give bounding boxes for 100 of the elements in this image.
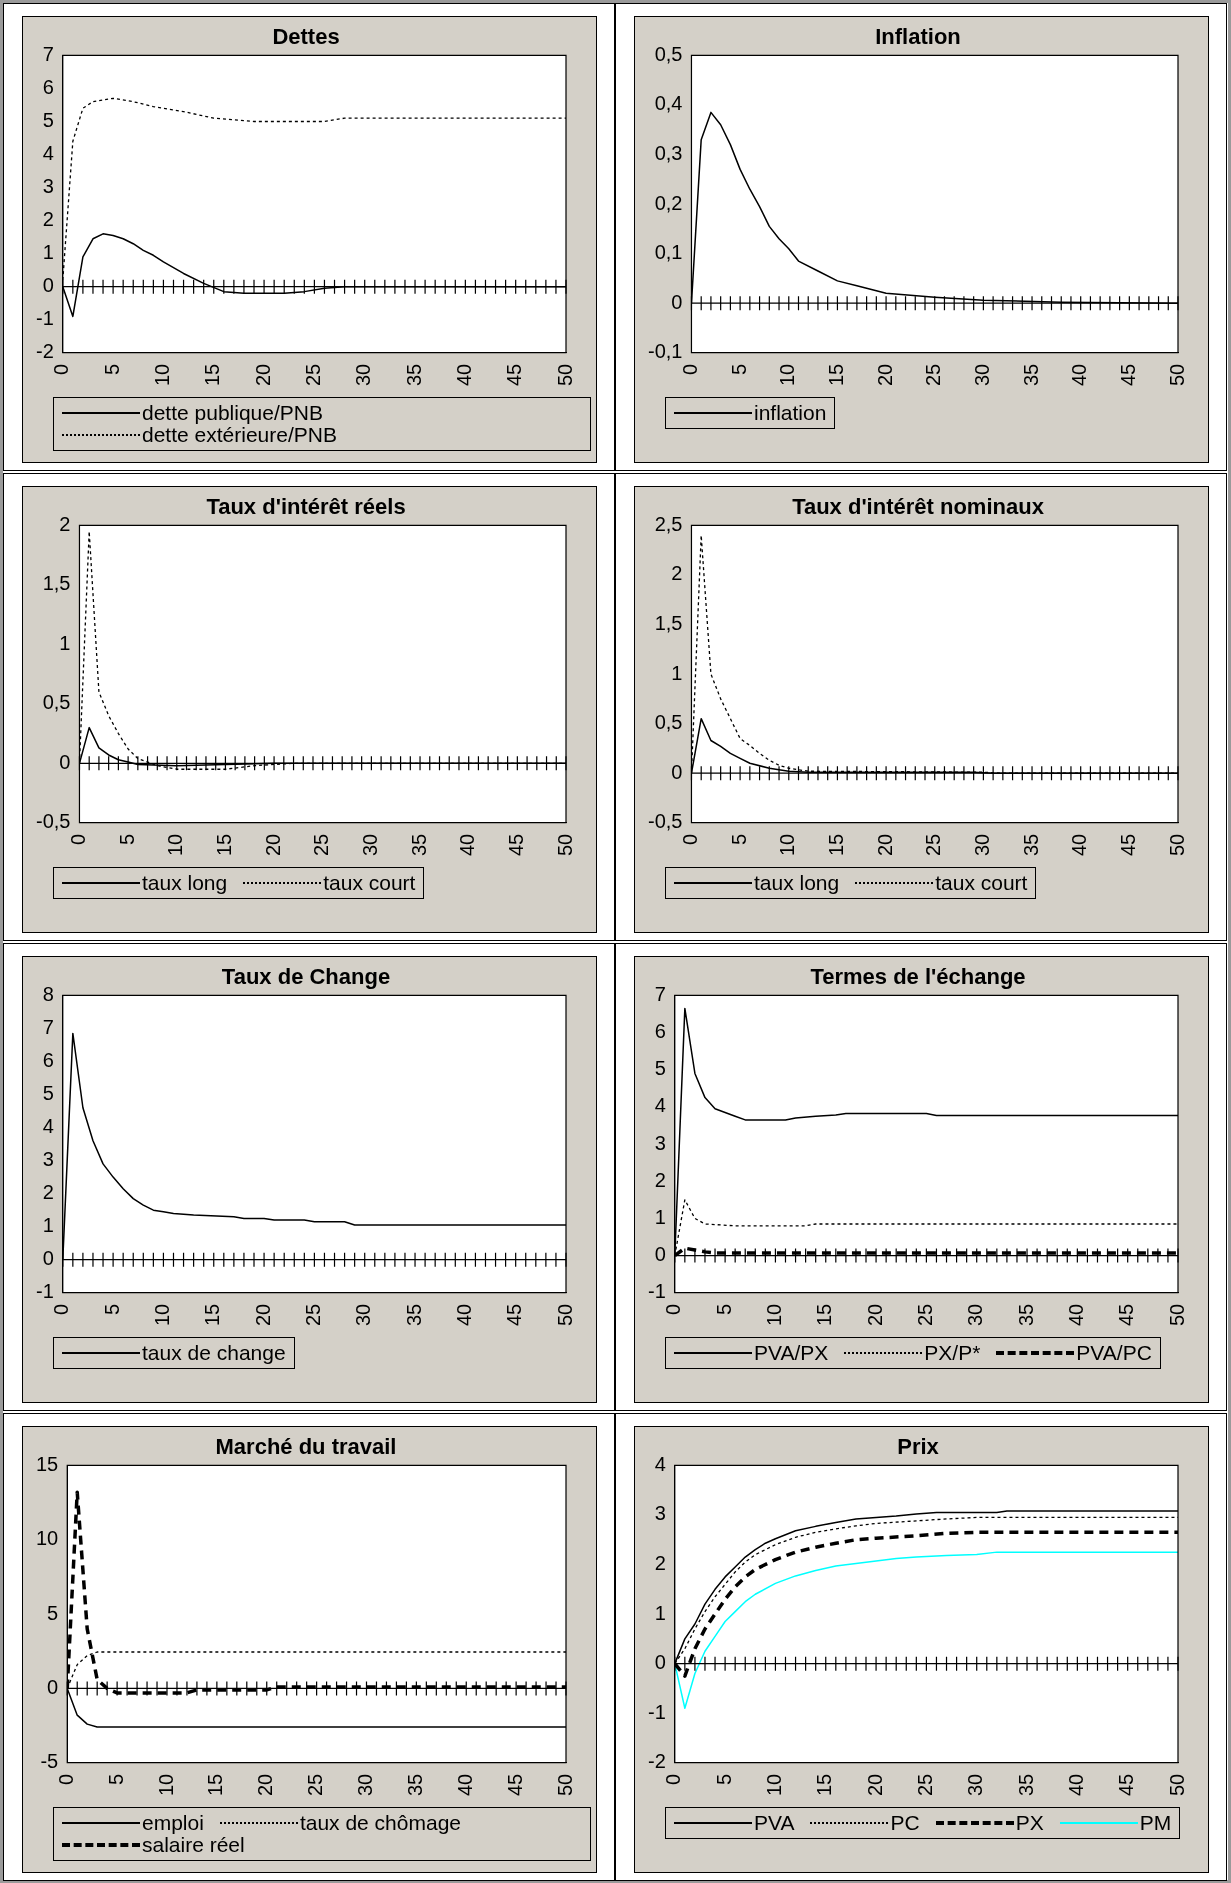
x-tick-label: 25: [913, 1773, 936, 1796]
legend-label: PC: [890, 1811, 920, 1834]
y-tick-label: 1,5: [654, 612, 683, 635]
y-tick-label: 8: [42, 982, 54, 1005]
x-tick-label: 35: [407, 833, 430, 856]
x-tick-label: 50: [1165, 1773, 1188, 1796]
y-tick-label: 2: [42, 208, 54, 231]
x-tick-label: 40: [452, 1303, 475, 1326]
y-tick-label: 6: [42, 1048, 54, 1071]
legend-label: taux court: [935, 871, 1028, 894]
x-tick-label: 50: [553, 1303, 576, 1326]
y-tick-label: 0: [654, 1243, 666, 1266]
y-tick-label: 1: [654, 1205, 666, 1228]
x-tick-label: 30: [964, 1773, 987, 1796]
legend-label: taux de change: [142, 1341, 286, 1364]
x-tick-label: 30: [352, 1303, 375, 1326]
x-tick-label: 45: [503, 363, 526, 386]
x-tick-label: 25: [301, 363, 324, 386]
x-tick-label: 35: [1014, 1773, 1037, 1796]
chart-title: Taux d'intérêt réels: [206, 494, 406, 520]
x-tick-label: 10: [762, 1303, 785, 1326]
x-tick-label: 15: [212, 833, 235, 856]
x-tick-label: 5: [712, 1773, 735, 1785]
x-tick-label: 10: [762, 1773, 785, 1796]
legend-label: taux long: [142, 871, 228, 894]
x-tick-label: 25: [922, 363, 945, 386]
x-tick-label: 45: [1115, 1303, 1138, 1326]
chart-title: Taux de Change: [221, 964, 391, 990]
x-tick-label: 20: [251, 1303, 274, 1326]
legend-label: inflation: [754, 401, 827, 424]
y-tick-label: 2: [654, 1168, 666, 1191]
x-tick-label: 45: [503, 1773, 526, 1796]
x-tick-label: 30: [970, 833, 993, 856]
legend-label: PX: [1015, 1811, 1044, 1834]
x-tick-label: 45: [1116, 363, 1139, 386]
y-tick-label: -2: [35, 340, 54, 363]
y-tick-label: -0,5: [647, 810, 683, 833]
y-tick-label: 1: [671, 661, 683, 684]
y-tick-label: 2: [671, 562, 683, 585]
x-tick-label: 5: [100, 363, 123, 375]
y-tick-label: 2,5: [654, 512, 683, 535]
y-tick-label: 5: [47, 1601, 59, 1624]
y-tick-label: 4: [42, 142, 54, 165]
y-tick-label: 3: [654, 1131, 666, 1154]
y-tick-label: 0,3: [654, 142, 683, 165]
y-tick-label: -2: [647, 1750, 666, 1773]
y-tick-label: 0,5: [654, 42, 683, 65]
chart-title: Taux d'intérêt nominaux: [792, 494, 1045, 520]
x-tick-label: 15: [204, 1773, 227, 1796]
x-tick-label: 20: [863, 1303, 886, 1326]
y-tick-label: 1: [42, 1214, 54, 1237]
x-tick-label: 40: [453, 1773, 476, 1796]
x-tick-label: 40: [1068, 833, 1091, 856]
y-tick-label: -1: [35, 1280, 54, 1303]
legend-label: PVA/PX: [754, 1341, 829, 1364]
x-tick-label: 30: [964, 1303, 987, 1326]
y-tick-label: 3: [42, 175, 54, 198]
x-tick-label: 50: [553, 363, 576, 386]
legend-label: PVA: [754, 1811, 795, 1834]
x-tick-label: 45: [504, 833, 527, 856]
x-tick-label: 35: [402, 1303, 425, 1326]
x-tick-label: 15: [201, 363, 224, 386]
x-tick-label: 50: [553, 1773, 576, 1796]
x-tick-label: 45: [1116, 833, 1139, 856]
y-tick-label: 0,4: [654, 92, 683, 115]
y-tick-label: 0: [47, 1675, 59, 1698]
x-tick-label: 25: [913, 1303, 936, 1326]
y-tick-label: 3: [654, 1502, 666, 1525]
chart-title: Dettes: [272, 24, 340, 50]
x-tick-label: 10: [150, 1303, 173, 1326]
y-tick-label: 6: [654, 1020, 666, 1043]
y-tick-label: 1: [42, 241, 54, 264]
x-tick-label: 35: [403, 1773, 426, 1796]
y-tick-label: 0,2: [654, 191, 683, 214]
legend-label: dette publique/PNB: [142, 401, 323, 424]
y-tick-label: -5: [40, 1750, 59, 1773]
x-tick-label: 10: [776, 833, 799, 856]
y-tick-label: 4: [654, 1094, 666, 1117]
y-tick-label: 0: [59, 750, 71, 773]
x-tick-label: 20: [261, 833, 284, 856]
y-tick-label: 1: [654, 1601, 666, 1624]
y-tick-label: 2: [654, 1552, 666, 1575]
x-tick-label: 35: [402, 363, 425, 386]
x-tick-label: 10: [150, 363, 173, 386]
y-tick-label: -1: [35, 307, 54, 330]
chart-title: Inflation: [875, 24, 961, 50]
x-tick-label: 10: [776, 363, 799, 386]
y-tick-label: 7: [42, 1015, 54, 1038]
y-tick-label: 0: [42, 274, 54, 297]
x-tick-label: 20: [254, 1773, 277, 1796]
x-tick-label: 25: [922, 833, 945, 856]
x-tick-label: 35: [1019, 363, 1042, 386]
y-tick-label: 0: [42, 1247, 54, 1270]
legend-label: PX/P*: [924, 1341, 981, 1364]
y-tick-label: 6: [42, 75, 54, 98]
y-tick-label: 2: [59, 512, 71, 535]
x-tick-label: 50: [1165, 363, 1188, 386]
x-tick-label: 10: [164, 833, 187, 856]
y-tick-label: 7: [654, 982, 666, 1005]
x-tick-label: 40: [1068, 363, 1091, 386]
